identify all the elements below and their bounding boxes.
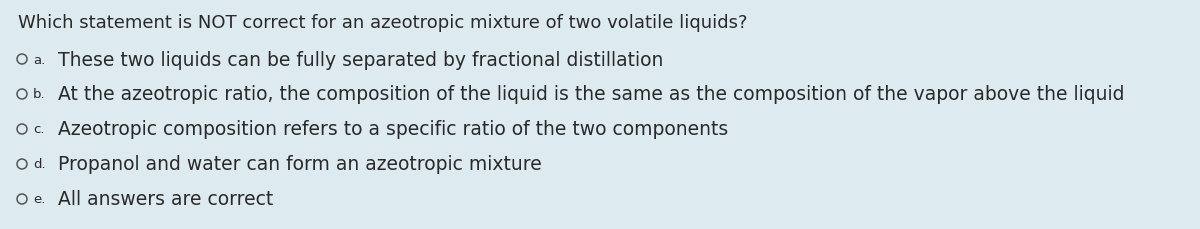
Text: All answers are correct: All answers are correct bbox=[58, 190, 274, 209]
Text: d.: d. bbox=[34, 158, 46, 171]
Text: b.: b. bbox=[34, 88, 46, 101]
Text: e.: e. bbox=[34, 193, 46, 206]
Text: At the azeotropic ratio, the composition of the liquid is the same as the compos: At the azeotropic ratio, the composition… bbox=[58, 85, 1124, 104]
Text: c.: c. bbox=[34, 123, 44, 136]
Text: These two liquids can be fully separated by fractional distillation: These two liquids can be fully separated… bbox=[58, 50, 664, 69]
Text: Propanol and water can form an azeotropic mixture: Propanol and water can form an azeotropi… bbox=[58, 155, 541, 174]
Text: a.: a. bbox=[34, 53, 46, 66]
Text: Azeotropic composition refers to a specific ratio of the two components: Azeotropic composition refers to a speci… bbox=[58, 120, 728, 139]
Text: Which statement is NOT correct for an azeotropic mixture of two volatile liquids: Which statement is NOT correct for an az… bbox=[18, 14, 748, 32]
